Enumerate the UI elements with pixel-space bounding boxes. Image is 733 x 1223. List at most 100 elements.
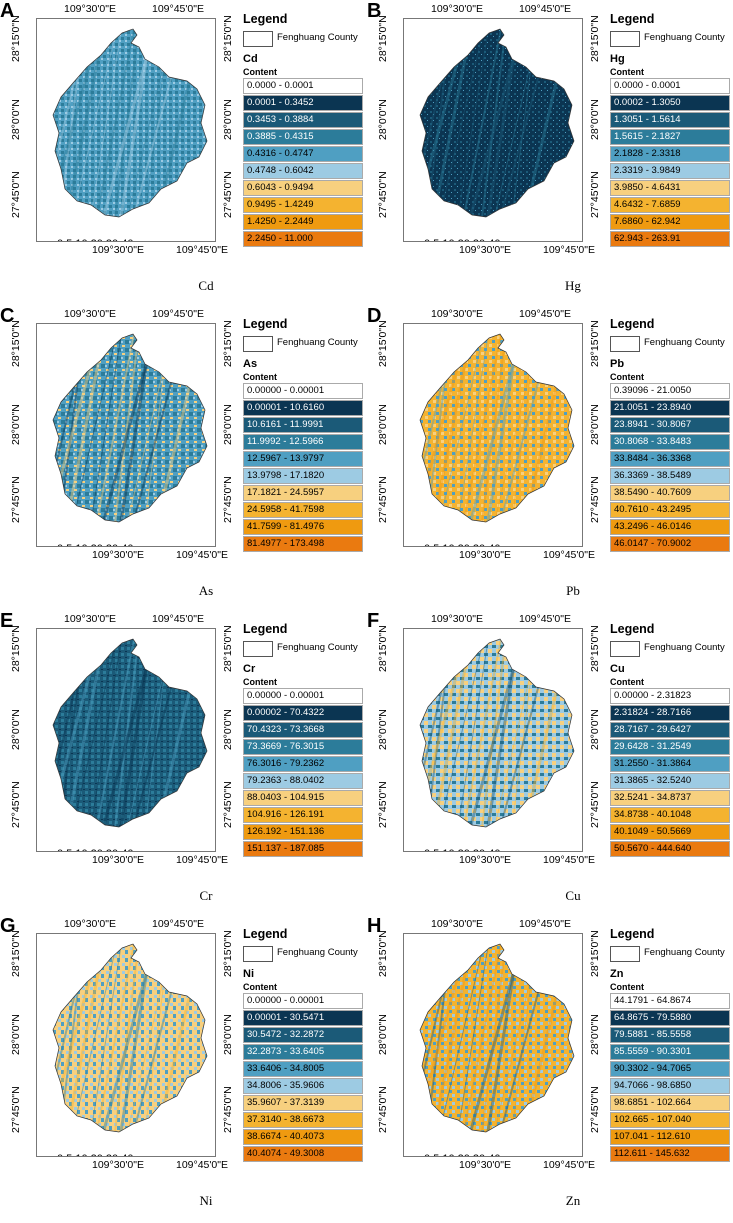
longitude-label-top-right: 109°45'0"E (519, 3, 571, 15)
latitude-label-right-top: 28°15'0"N (222, 625, 234, 672)
county-label: Fenghuang County (644, 32, 725, 43)
legend-item: 30.5472 - 32.2872 (243, 1026, 363, 1043)
legend-item: 1.3051 - 1.5614 (610, 111, 730, 128)
legend-range: 0.6043 - 0.9494 (247, 182, 314, 193)
longitude-label-top-left: 109°30'0"E (64, 918, 116, 930)
legend-range: 62.943 - 263.91 (614, 233, 681, 244)
legend-range: 0.00001 - 10.6160 (247, 402, 325, 413)
legend-swatch (610, 231, 730, 247)
legend-swatch (243, 536, 363, 552)
texture-streak (458, 639, 504, 827)
longitude-label-bottom-right: 109°45'0"E (176, 854, 228, 866)
legend-range: 40.7610 - 43.2495 (614, 504, 692, 515)
legend-item: 40.1049 - 50.5669 (610, 823, 730, 840)
legend-county: Fenghuang County (610, 641, 730, 657)
texture-streak (420, 29, 424, 217)
panel-caption: Pb (566, 583, 580, 598)
legend-element: Cu (610, 663, 625, 675)
legend-item: 12.5967 - 13.9797 (243, 450, 363, 467)
texture-streak (37, 324, 38, 546)
longitude-label-top-left: 109°30'0"E (431, 918, 483, 930)
legend-title: Legend (243, 317, 288, 331)
legend-item: 43.2496 - 46.0146 (610, 518, 730, 535)
legend-item: 0.00001 - 10.6160 (243, 399, 363, 416)
panel-caption: Cu (565, 888, 581, 903)
legend-range: 85.5559 - 90.3301 (614, 1046, 692, 1057)
map-frame: N 0 5 10 20 30 40 km (36, 18, 216, 242)
longitude-label-top-right: 109°45'0"E (152, 3, 204, 15)
scale-bar: 0 5 10 20 30 40 km (424, 1153, 579, 1156)
map-panel-as: C 109°30'0"E 109°45'0"E 28°15'0"N 28°0'0… (0, 305, 366, 610)
legend-range: 32.5241 - 34.8737 (614, 792, 692, 803)
legend-item: 21.0051 - 23.8940 (610, 399, 730, 416)
legend-swatch (243, 231, 363, 247)
legend-range: 17.1821 - 24.5957 (247, 487, 325, 498)
legend-swatch (243, 502, 363, 518)
latitude-label-right-bottom: 27°45'0"N (222, 781, 234, 828)
legend-range: 13.9798 - 17.1820 (247, 470, 325, 481)
latitude-label-left-mid: 28°0'0"N (377, 404, 389, 445)
county-map (37, 934, 208, 1156)
legend-swatch (243, 519, 363, 535)
legend-swatch (243, 451, 363, 467)
longitude-label-top-left: 109°30'0"E (431, 308, 483, 320)
longitude-label-bottom-left: 109°30'0"E (459, 854, 511, 866)
texture-streak (111, 944, 141, 1132)
latitude-label-right-top: 28°15'0"N (589, 320, 601, 367)
legend-swatch (243, 485, 363, 501)
legend-item: 0.00001 - 30.5471 (243, 1009, 363, 1026)
panel-caption: Cr (199, 888, 213, 903)
texture-streak (453, 639, 491, 827)
latitude-label-left-bottom: 27°45'0"N (10, 1086, 22, 1133)
legend-swatch (243, 756, 363, 772)
legend-element: Ni (243, 968, 254, 980)
legend-swatch (243, 1044, 363, 1060)
legend-swatch (610, 78, 730, 94)
latitude-label-right-bottom: 27°45'0"N (222, 1086, 234, 1133)
latitude-label-left-mid: 28°0'0"N (377, 1014, 389, 1055)
panel-letter: C (0, 305, 15, 327)
legend-element: Cr (243, 663, 256, 675)
legend-range: 0.39096 - 21.0050 (614, 385, 692, 396)
longitude-label-bottom-right: 109°45'0"E (543, 549, 595, 561)
legend-range: 0.00000 - 0.00001 (247, 995, 325, 1006)
legend-item: 13.9798 - 17.1820 (243, 467, 363, 484)
latitude-label-left-top: 28°15'0"N (377, 15, 389, 62)
legend-range: 73.3669 - 76.3015 (247, 741, 325, 752)
map-frame: N 0 5 10 20 30 40 km (36, 628, 216, 852)
legend-range: 50.5670 - 444.640 (614, 843, 692, 854)
legend-item: 0.0002 - 1.3050 (610, 94, 730, 111)
scale-bar: 0 5 10 20 30 40 km (57, 543, 212, 546)
panel-letter: E (0, 610, 14, 632)
texture-streak (91, 639, 137, 827)
legend-item: 102.665 - 107.040 (610, 1111, 730, 1128)
latitude-label-right-mid: 28°0'0"N (589, 1014, 601, 1055)
legend-range: 3.9850 - 4.6431 (614, 182, 681, 193)
longitude-label-bottom-left: 109°30'0"E (92, 854, 144, 866)
legend-swatch (610, 536, 730, 552)
legend-swatch (243, 1112, 363, 1128)
legend-swatch (610, 400, 730, 416)
latitude-label-right-bottom: 27°45'0"N (589, 1086, 601, 1133)
legend-element: Cd (243, 53, 258, 65)
legend-range: 33.6406 - 34.8005 (247, 1063, 325, 1074)
texture-streak (53, 639, 57, 827)
legend-swatch (610, 790, 730, 806)
latitude-label-right-mid: 28°0'0"N (589, 404, 601, 445)
latitude-label-right-bottom: 27°45'0"N (222, 171, 234, 218)
latitude-label-left-mid: 28°0'0"N (10, 709, 22, 750)
legend-item: 37.3140 - 38.6673 (243, 1111, 363, 1128)
legend-swatch (243, 824, 363, 840)
legend-item: 34.8006 - 35.9606 (243, 1077, 363, 1094)
latitude-label-left-mid: 28°0'0"N (377, 99, 389, 140)
legend-item: 0.00000 - 0.00001 (243, 992, 363, 1009)
legend-swatch (610, 1027, 730, 1043)
map-frame: N 0 5 10 20 30 40 km (36, 323, 216, 547)
scale-ticks: 0 5 10 20 30 40 (57, 543, 133, 546)
legend-swatch (243, 1061, 363, 1077)
legend-item: 2.31824 - 28.7166 (610, 704, 730, 721)
texture-streak (37, 934, 51, 1156)
texture-streak (404, 629, 418, 851)
legend-element: As (243, 358, 258, 370)
legend-county: Fenghuang County (610, 946, 730, 962)
